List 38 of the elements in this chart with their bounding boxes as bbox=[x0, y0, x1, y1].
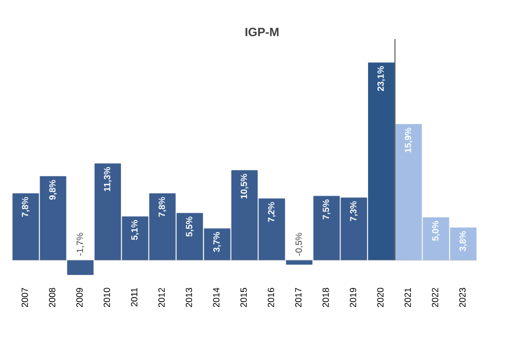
data-label: 7,5% bbox=[322, 200, 330, 220]
chart-title: IGP-M bbox=[246, 28, 278, 36]
x-tick-label: 2012 bbox=[158, 288, 165, 308]
x-tick-label: 2020 bbox=[377, 288, 384, 308]
data-label: 23,1% bbox=[377, 66, 386, 92]
x-tick-label: 2010 bbox=[104, 288, 110, 308]
x-tick-label: 2022 bbox=[432, 288, 438, 308]
data-label: -0,5% bbox=[296, 232, 303, 256]
x-tick-label: 2016 bbox=[268, 288, 274, 308]
bar bbox=[286, 260, 312, 265]
x-tick-label: 2015 bbox=[240, 288, 247, 308]
data-label: 5,1% bbox=[131, 220, 139, 240]
data-label: 7,8% bbox=[22, 196, 30, 217]
data-label: 7,3% bbox=[350, 201, 358, 222]
data-label: 7,2% bbox=[268, 202, 276, 222]
data-label: 3,7% bbox=[213, 232, 221, 252]
x-tick-label: 2023 bbox=[459, 288, 466, 308]
x-tick-label: 2014 bbox=[213, 288, 220, 308]
data-label: 3,8% bbox=[460, 231, 468, 252]
x-tick-label: 2007 bbox=[22, 288, 28, 308]
data-label: 5,5% bbox=[186, 216, 194, 237]
x-tick-label: 2013 bbox=[186, 288, 192, 308]
data-label: 7,8% bbox=[158, 196, 166, 217]
x-tick-label: 2018 bbox=[322, 288, 329, 308]
data-label: -1,7% bbox=[76, 232, 84, 256]
data-label: 10,5% bbox=[240, 174, 248, 198]
x-tick-label: 2009 bbox=[76, 288, 83, 308]
bar bbox=[67, 260, 94, 275]
data-label: 9,8% bbox=[49, 180, 57, 200]
x-tick-label: 2017 bbox=[295, 288, 302, 308]
x-tick-label: 2008 bbox=[48, 288, 56, 308]
x-tick-label: 2019 bbox=[350, 288, 356, 308]
bar bbox=[368, 62, 394, 260]
x-tick-label: 2021 bbox=[404, 288, 411, 308]
data-label: 15,9% bbox=[404, 128, 412, 152]
x-tick-label: 2011 bbox=[131, 288, 138, 306]
data-label: 11,3% bbox=[104, 167, 112, 192]
data-label: 5,0% bbox=[432, 220, 440, 241]
